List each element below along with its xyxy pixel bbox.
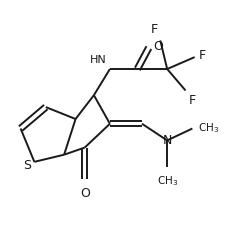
Text: N: N (163, 134, 172, 147)
Text: O: O (153, 40, 163, 53)
Text: F: F (189, 94, 196, 107)
Text: F: F (199, 50, 206, 62)
Text: F: F (151, 23, 158, 36)
Text: CH$_3$: CH$_3$ (198, 122, 219, 135)
Text: O: O (80, 187, 90, 200)
Text: HN: HN (90, 55, 106, 65)
Text: CH$_3$: CH$_3$ (157, 174, 178, 188)
Text: S: S (24, 159, 31, 172)
